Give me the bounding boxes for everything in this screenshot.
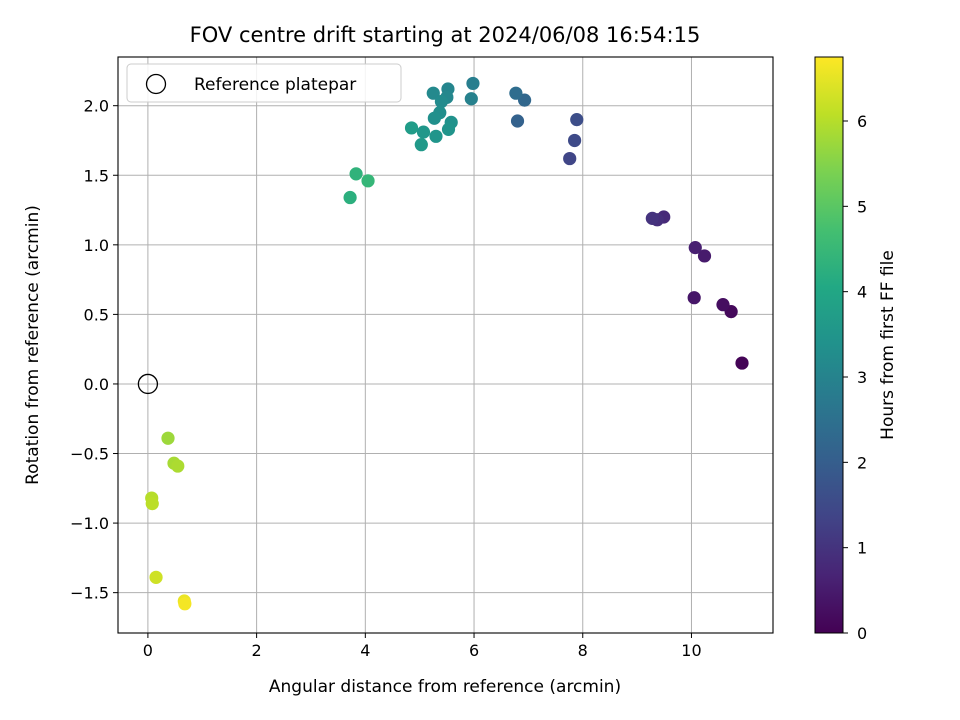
scatter-point [563, 151, 577, 166]
colorbar-tick-label: 4 [857, 283, 867, 302]
y-tick-label: −1.5 [70, 584, 109, 603]
scatter-point [466, 76, 480, 91]
axis-ticks: 0 2 4 6 8 10 −1.5 −1.0 −0.5 0.0 0.5 1.0 1.5 2.0 [70, 97, 702, 660]
y-tick-label: 0.5 [84, 305, 109, 324]
scatter-point [645, 211, 659, 225]
legend: Reference platepar [126, 63, 402, 103]
scatter-point [161, 431, 175, 445]
colorbar-ticks: 0 1 2 3 4 5 6 [843, 112, 867, 643]
scatter-point [716, 298, 730, 312]
colorbar-tick-label: 2 [857, 453, 867, 472]
scatter-point [145, 497, 159, 511]
scatter-point [509, 86, 523, 100]
y-axis-label: Rotation from reference (arcmin) [23, 205, 43, 485]
scatter-point [697, 249, 712, 263]
scatter-point [427, 111, 441, 125]
scatter-point [149, 570, 163, 584]
chart-title: FOV centre drift starting at 2024/06/08 … [190, 23, 701, 47]
y-tick-label: −0.5 [70, 445, 109, 464]
scatter-point [567, 133, 582, 148]
y-tick-label: 2.0 [84, 97, 109, 116]
y-tick-label: −1.0 [70, 514, 109, 533]
scatter-point [510, 114, 525, 128]
x-tick-label: 6 [469, 641, 479, 660]
scatter-point [349, 167, 363, 181]
legend-box [126, 63, 402, 103]
scatter-point [426, 86, 440, 100]
scatter-point [464, 92, 478, 106]
scatter-point [441, 122, 456, 136]
scatter-point [429, 129, 443, 143]
legend-marker-reference [145, 73, 167, 95]
legend-entry-reference-platepar: Reference platepar [194, 75, 356, 95]
scatter-point [416, 125, 431, 139]
reference-point-marker [137, 373, 159, 395]
x-axis-label: Angular distance from reference (arcmin) [269, 677, 621, 697]
scatter-point [361, 174, 375, 188]
colorbar-tick-label: 3 [857, 368, 867, 387]
scatter-point [687, 291, 701, 305]
scatter-point [178, 597, 192, 611]
x-tick-label: 4 [360, 641, 370, 660]
colorbar-gradient [814, 56, 844, 634]
y-tick-label: 1.0 [84, 236, 109, 255]
x-tick-label: 0 [143, 641, 153, 660]
colorbar-label: Hours from first FF file [878, 250, 898, 440]
colorbar-tick-label: 5 [857, 197, 867, 216]
x-tick-label: 8 [578, 641, 588, 660]
scatter-point [404, 121, 419, 135]
scatter-point [434, 94, 449, 109]
colorbar-tick-label: 6 [857, 112, 867, 131]
x-tick-label: 10 [681, 641, 701, 660]
scatter-point [735, 356, 749, 370]
colorbar-tick-label: 0 [857, 624, 867, 643]
x-tick-label: 2 [252, 641, 262, 660]
colorbar: 0 1 2 3 4 5 6 Hours from first FF file [814, 56, 898, 643]
colorbar-tick-label: 1 [857, 539, 867, 558]
scatter-point [343, 190, 357, 205]
data-points [137, 76, 749, 611]
scatter-point [414, 138, 428, 152]
scatter-point [688, 241, 702, 255]
plot-frame [117, 56, 774, 634]
grid-lines [118, 57, 773, 633]
scatter-point [570, 113, 584, 127]
y-tick-label: 1.5 [84, 166, 109, 185]
scatter-point [171, 459, 185, 473]
y-tick-label: 0.0 [84, 375, 109, 394]
